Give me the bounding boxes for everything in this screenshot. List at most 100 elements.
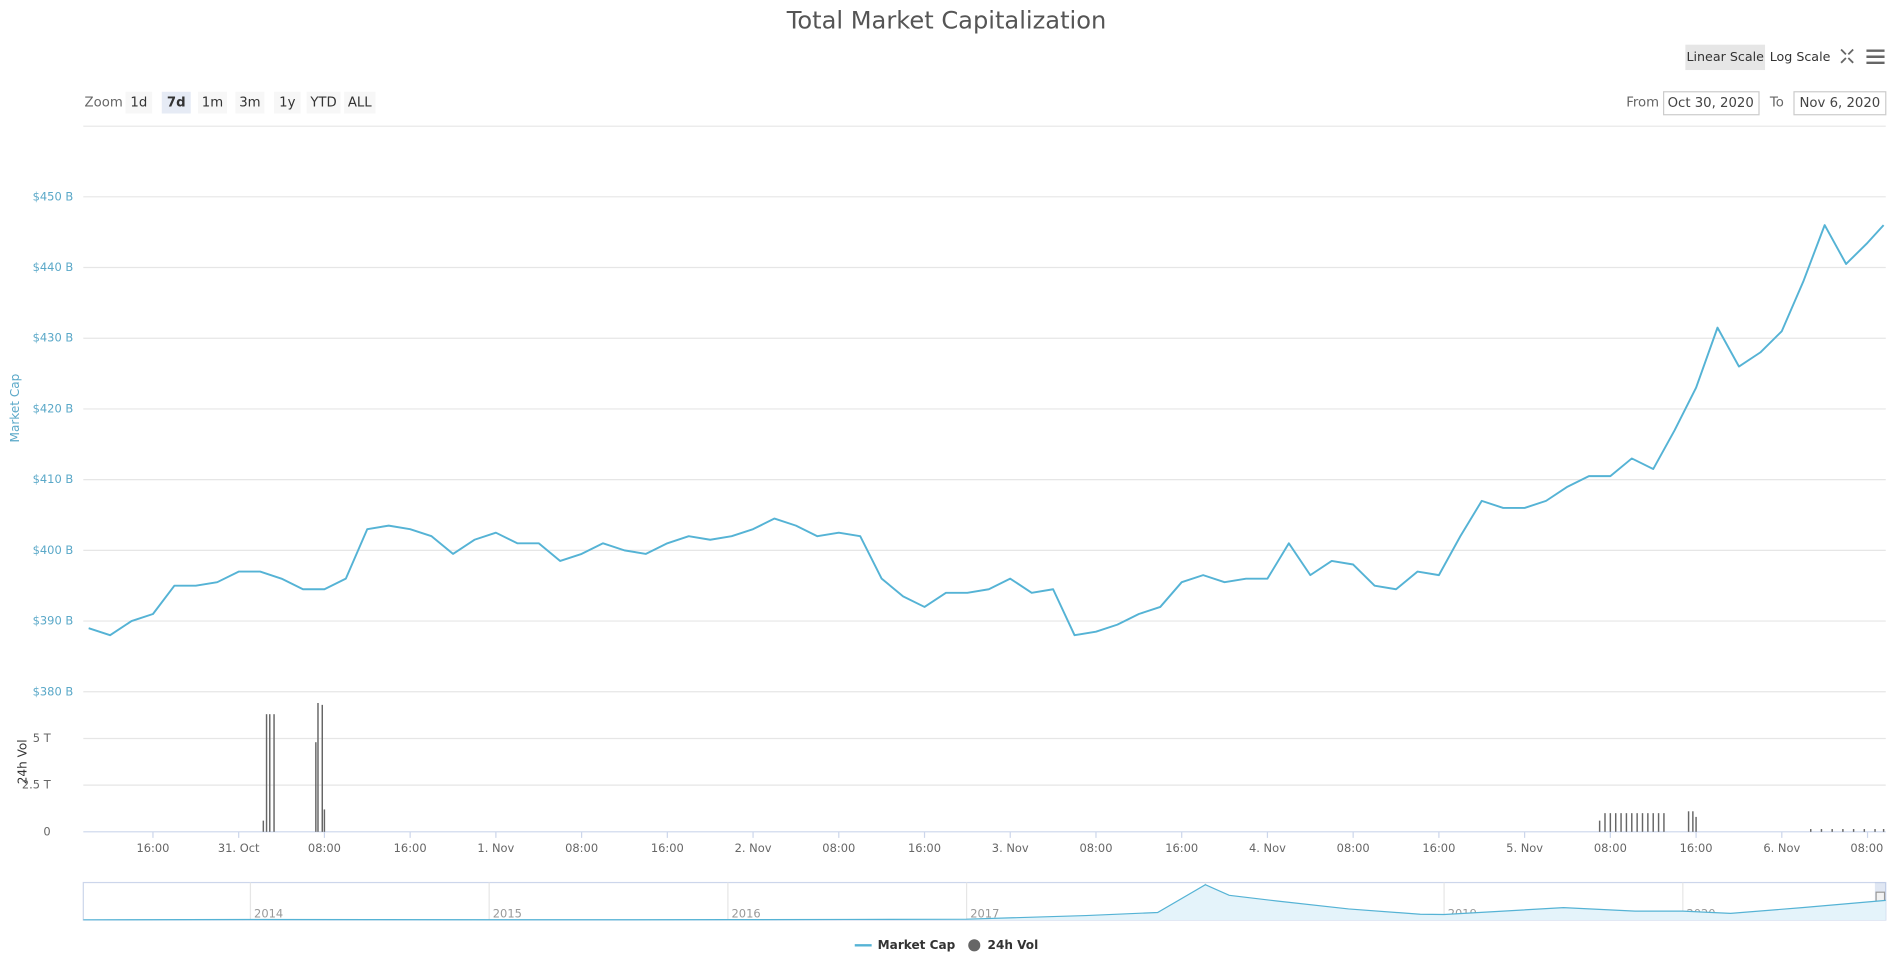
from-input[interactable] [1663, 91, 1760, 116]
y-tick-label: $430 B [33, 331, 74, 345]
zoom-button-label[interactable]: 1y [279, 96, 295, 111]
y-tick-label: $420 B [33, 401, 74, 415]
x-tick-label: 16:00 [1680, 841, 1713, 855]
scale-button[interactable] [1685, 44, 1766, 71]
volume-bar [1863, 829, 1866, 832]
y-tick-label: $390 B [33, 614, 74, 628]
x-tick-label: 4. Nov [1249, 841, 1286, 855]
navigator-area [83, 884, 1886, 920]
menu-icon[interactable] [1866, 49, 1885, 65]
x-tick-label: 2. Nov [735, 841, 772, 855]
volume-bar [323, 809, 326, 832]
zoom-button[interactable] [197, 91, 227, 114]
volume-bar [317, 702, 319, 832]
zoom-button-label[interactable]: 7d [167, 96, 186, 111]
volume-bar [1882, 829, 1885, 832]
navigator-tick-label: 2016 [732, 906, 761, 920]
zoom-button-label[interactable]: YTD [309, 96, 336, 111]
to-label: To [1769, 96, 1784, 111]
volume-bar [262, 820, 265, 832]
y-tick-label: $400 B [33, 543, 74, 557]
zoom-button-label[interactable]: 3m [239, 96, 260, 111]
volume-bar [1604, 813, 1606, 832]
volume-bar [269, 714, 271, 832]
volume-bar [1598, 820, 1601, 832]
navigator-line [83, 884, 1886, 921]
legend-symbol [968, 939, 981, 952]
y-tick-label: $410 B [33, 472, 74, 486]
volume-bar [1663, 813, 1665, 832]
zoom-button[interactable] [235, 91, 265, 114]
volume-bar [315, 742, 317, 832]
volume-bar [321, 704, 323, 832]
zoom-label: Zoom [85, 96, 123, 111]
y-tick-label: $440 B [33, 260, 74, 274]
volume-bar [1657, 813, 1660, 832]
volume-bar [1647, 813, 1649, 832]
zoom-button[interactable] [344, 91, 376, 114]
volume-bar [1652, 813, 1654, 832]
navigator-tick-label: 2017 [970, 906, 999, 920]
volume-tick-label: 2.5 T [22, 778, 52, 792]
volume-bar [265, 714, 268, 832]
volume-bar [1695, 816, 1697, 832]
zoom-button-label[interactable]: 1m [202, 96, 223, 111]
volume-tick-label: 5 T [33, 731, 52, 745]
volume-bar [1852, 829, 1855, 832]
x-tick-label: 08:00 [1337, 841, 1370, 855]
legend-label[interactable]: Market Cap [878, 938, 956, 952]
fullscreen-icon[interactable] [1840, 48, 1854, 64]
zoom-button[interactable] [161, 91, 191, 114]
x-tick-label: 16:00 [136, 841, 169, 855]
volume-tick-label: 0 [43, 824, 50, 838]
x-tick-label: 16:00 [651, 841, 684, 855]
scale-button-label[interactable]: Linear Scale [1686, 49, 1764, 64]
x-tick-label: 1. Nov [477, 841, 514, 855]
x-tick-label: 08:00 [1079, 841, 1112, 855]
zoom-button-label[interactable]: ALL [348, 96, 372, 111]
x-tick-label: 5. Nov [1506, 841, 1543, 855]
zoom-button-label[interactable]: 1d [130, 96, 147, 111]
volume-bar [1636, 813, 1638, 832]
to-value[interactable]: Nov 6, 2020 [1800, 96, 1881, 111]
volume-bar [1609, 813, 1612, 832]
volume-bar [1831, 829, 1833, 832]
y-tick-label: $450 B [33, 189, 74, 203]
x-tick-label: 08:00 [308, 841, 341, 855]
scale-button-label[interactable]: Log Scale [1770, 49, 1831, 64]
x-tick-label: 08:00 [1850, 841, 1883, 855]
navigator-tick-label: 2014 [254, 906, 283, 920]
zoom-button[interactable] [125, 91, 153, 114]
volume-bar [273, 714, 275, 832]
x-tick-label: 08:00 [822, 841, 855, 855]
volume-bar [1614, 813, 1617, 832]
x-tick-label: 16:00 [908, 841, 941, 855]
volume-bar [1687, 811, 1690, 832]
volume-bar [1620, 813, 1622, 832]
zoom-button[interactable] [274, 91, 301, 114]
volume-bar [1641, 813, 1644, 832]
volume-bar [1874, 829, 1876, 832]
volume-bar [1631, 813, 1633, 832]
legend-label[interactable]: 24h Vol [988, 938, 1039, 952]
volume-bar [1810, 829, 1812, 832]
x-tick-label: 6. Nov [1763, 841, 1800, 855]
x-tick-label: 3. Nov [992, 841, 1029, 855]
from-value[interactable]: Oct 30, 2020 [1668, 96, 1754, 111]
navigator-tick-label: 2015 [493, 906, 522, 920]
x-tick-label: 08:00 [1594, 841, 1627, 855]
zoom-button[interactable] [306, 91, 341, 114]
x-tick-label: 16:00 [1422, 841, 1455, 855]
y-axis-title: Market Cap [8, 374, 22, 443]
volume-bar [1625, 813, 1628, 832]
x-tick-label: 31. Oct [218, 841, 260, 855]
to-input[interactable] [1793, 91, 1887, 116]
volume-bar [1692, 811, 1694, 832]
volume-axis-title: 24h Vol [15, 739, 29, 784]
volume-bar [1820, 829, 1823, 832]
x-tick-label: 16:00 [1165, 841, 1198, 855]
x-tick-label: 16:00 [394, 841, 427, 855]
volume-bar [1842, 829, 1844, 832]
